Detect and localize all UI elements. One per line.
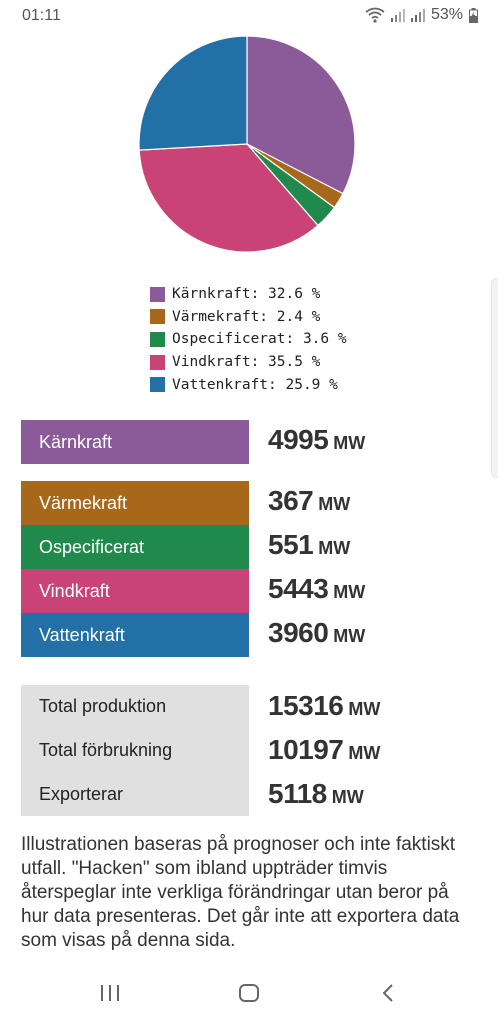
legend-swatch [150, 377, 165, 393]
legend-item-vindkraft: Vindkraft: 35.5 % [150, 351, 347, 374]
legend-item-karnkraft: Kärnkraft: 32.6 % [150, 283, 347, 306]
totals-panel [21, 685, 249, 816]
legend-swatch [150, 286, 165, 302]
legend-item-ospecificerat: Ospecificerat: 3.6 % [150, 328, 347, 351]
total-consumption-value: 10197 MW [268, 734, 381, 765]
status-bar: 01:11 53% [0, 0, 498, 32]
production-value: 367 MW [268, 485, 351, 516]
production-value: 5443 MW [268, 573, 366, 604]
legend-item-vattenkraft: Vattenkraft: 25.9 % [150, 373, 347, 396]
edge-panel-handle[interactable] [491, 278, 498, 478]
production-row-vindkraft: Vindkraft 5443 MW [21, 569, 498, 613]
home-icon[interactable] [238, 982, 260, 1004]
navigation-bar [0, 966, 498, 1024]
battery-percent: 53% [430, 6, 463, 23]
wifi-icon [365, 7, 385, 23]
legend-item-varmekraft: Värmekraft: 2.4 % [150, 306, 347, 329]
production-value: 3960 MW [268, 617, 366, 648]
recent-apps-icon[interactable] [100, 982, 120, 1004]
signal-icon [390, 9, 405, 22]
production-label: Värmekraft [21, 481, 249, 525]
signal-icon-2 [410, 9, 425, 22]
legend-swatch [150, 309, 165, 325]
production-row-vattenkraft: Vattenkraft 3960 MW [21, 613, 498, 657]
pie-slice-krnkraft [246, 35, 356, 195]
legend-label: Ospecificerat: 3.6 % [172, 331, 347, 348]
production-value: 551 MW [268, 529, 351, 560]
legend-swatch [150, 354, 165, 370]
production-row-karnkraft: Kärnkraft 4995 MW [21, 420, 498, 464]
total-consumption-label: Total förbrukning [39, 740, 173, 760]
status-time: 01:11 [22, 7, 61, 24]
export-value: 5118 MW [268, 778, 364, 809]
legend-label: Vattenkraft: 25.9 % [172, 376, 338, 393]
total-production-value: 15316 MW [268, 690, 381, 721]
pie-slice-vindkraft [138, 143, 319, 253]
total-production-label: Total produktion [39, 696, 167, 716]
back-icon[interactable] [380, 982, 396, 1004]
production-row-ospecificerat: Ospecificerat 551 MW [21, 525, 498, 569]
production-label: Vattenkraft [21, 613, 249, 657]
production-label: Kärnkraft [21, 420, 249, 464]
export-label: Exporterar [39, 784, 124, 804]
pie-chart [138, 35, 356, 253]
legend-label: Vindkraft: 35.5 % [172, 354, 321, 371]
legend-label: Värmekraft: 2.4 % [172, 308, 321, 325]
production-row-varmekraft: Värmekraft 367 MW [21, 481, 498, 525]
production-label: Ospecificerat [21, 525, 249, 569]
chart-legend: Kärnkraft: 32.6 % Värmekraft: 2.4 % Ospe… [150, 283, 347, 396]
legend-label: Kärnkraft: 32.6 % [172, 286, 321, 303]
production-label: Vindkraft [21, 569, 249, 613]
battery-charging-icon [469, 7, 478, 23]
disclaimer-text: Illustrationen baseras på prognoser och … [21, 834, 460, 951]
legend-swatch [150, 331, 165, 347]
production-value: 4995 MW [268, 424, 366, 455]
status-icons: 53% [365, 6, 478, 24]
pie-slice-vattenkraft [138, 35, 248, 151]
